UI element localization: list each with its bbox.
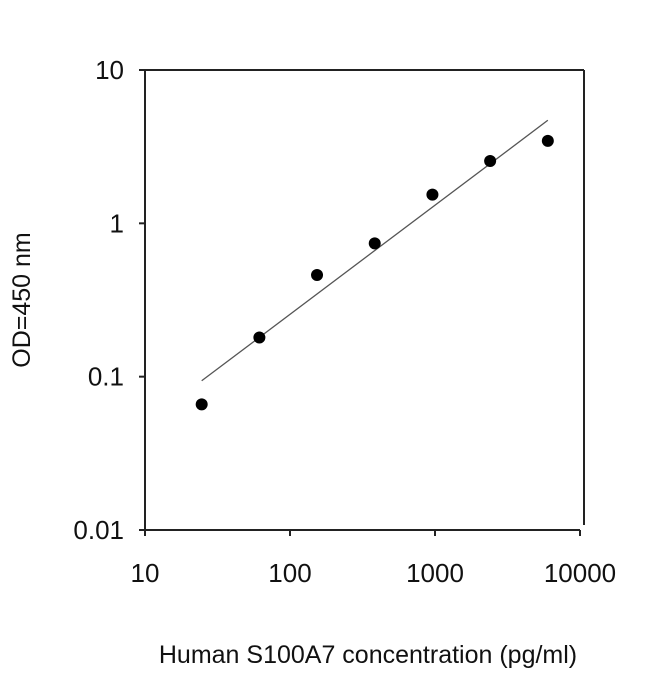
- y-axis-title: OD=450 nm: [8, 232, 36, 368]
- data-point: [311, 269, 324, 282]
- plot-frame: [140, 69, 585, 531]
- data-point: [484, 154, 497, 167]
- y-tick-label: 10: [95, 55, 124, 85]
- regression-line: [201, 119, 549, 382]
- data-point: [253, 331, 266, 344]
- x-tick-label: 100: [268, 558, 311, 588]
- x-tick-label: 10: [131, 558, 160, 588]
- x-tick-label: 10000: [544, 558, 616, 588]
- data-point: [541, 134, 554, 147]
- x-ticks: 10 100 1000 10000: [131, 530, 616, 588]
- y-tick-label: 0.1: [88, 362, 124, 392]
- y-tick-label: 0.01: [73, 515, 124, 545]
- y-ticks: 0.01 0.1 1 10: [73, 55, 145, 545]
- x-tick-label: 1000: [406, 558, 464, 588]
- data-point: [195, 398, 208, 411]
- data-point: [368, 237, 381, 250]
- data-point: [426, 188, 439, 201]
- fit-line: [201, 119, 549, 382]
- x-axis-title: Human S100A7 concentration (pg/ml): [159, 641, 577, 669]
- data-points: [195, 134, 554, 411]
- y-tick-label: 1: [110, 208, 124, 238]
